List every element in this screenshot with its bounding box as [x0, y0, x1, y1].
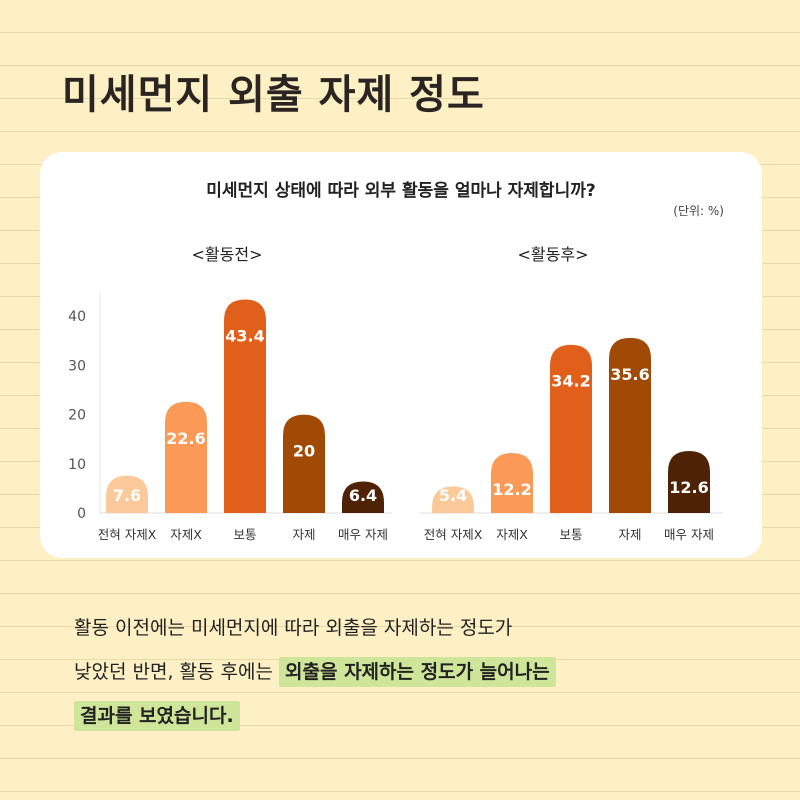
description: 활동 이전에는 미세먼지에 따라 외출을 자제하는 정도가 낮았던 반면, 활동… — [74, 606, 754, 738]
category-label: 자제 — [292, 527, 315, 542]
category-label: 매우 자제 — [338, 527, 388, 542]
description-line-2: 낮았던 반면, 활동 후에는 외출을 자제하는 정도가 늘어나는 — [74, 650, 754, 694]
description-highlight-2: 결과를 보였습니다. — [74, 701, 240, 731]
category-label: 보통 — [559, 527, 582, 542]
unit-label: (단위: %) — [673, 204, 724, 218]
data-label: 34.2 — [551, 372, 590, 391]
description-line-1: 활동 이전에는 미세먼지에 따라 외출을 자제하는 정도가 — [74, 617, 513, 639]
description-line-2-text: 낮았던 반면, 활동 후에는 — [74, 661, 273, 683]
data-label: 22.6 — [166, 429, 205, 448]
panel-title: <활동후> — [518, 245, 589, 264]
bar — [609, 337, 651, 513]
bar — [432, 486, 474, 513]
bar — [668, 451, 710, 513]
data-label: 43.4 — [225, 326, 264, 345]
bar — [224, 299, 266, 513]
y-tick-label: 40 — [68, 309, 86, 325]
category-label: 자제X — [170, 527, 202, 542]
category-label: 자제X — [496, 527, 528, 542]
bar — [550, 344, 592, 513]
data-label: 35.6 — [610, 365, 649, 384]
bar — [342, 481, 384, 513]
chart-title: 미세먼지 상태에 따라 외부 활동을 얼마나 자제합니까? — [206, 181, 596, 201]
data-label: 12.2 — [492, 480, 531, 499]
y-tick-label: 10 — [68, 457, 86, 473]
bar — [165, 401, 207, 513]
category-label: 매우 자제 — [664, 527, 714, 542]
category-label: 전혀 자제X — [98, 527, 157, 542]
page-title: 미세먼지 외출 자제 정도 — [62, 72, 485, 118]
category-label: 전혀 자제X — [424, 527, 483, 542]
description-line-3: 결과를 보였습니다. — [74, 694, 754, 738]
data-label: 12.6 — [669, 478, 708, 497]
bar — [283, 414, 325, 513]
category-label: 보통 — [233, 527, 256, 542]
category-label: 자제 — [618, 527, 641, 542]
y-tick-label: 0 — [77, 506, 86, 522]
data-label: 5.4 — [439, 486, 467, 505]
data-label: 6.4 — [349, 486, 377, 505]
bar-chart: 0 10 20 30 40 <활동전> 7.6 전혀 자제X 22.6 자제X 43.4 보통 20 자제… — [68, 245, 723, 542]
data-label: 20 — [293, 442, 315, 461]
panel-title: <활동전> — [192, 245, 263, 264]
y-tick-label: 20 — [68, 408, 86, 424]
bar — [106, 475, 148, 513]
chart-card: 미세먼지 상태에 따라 외부 활동을 얼마나 자제합니까? (단위: %) 0 1… — [40, 152, 762, 558]
data-label: 7.6 — [113, 486, 141, 505]
y-tick-label: 30 — [68, 358, 86, 374]
bar — [491, 452, 533, 513]
description-highlight-1: 외출을 자제하는 정도가 늘어나는 — [279, 657, 556, 687]
